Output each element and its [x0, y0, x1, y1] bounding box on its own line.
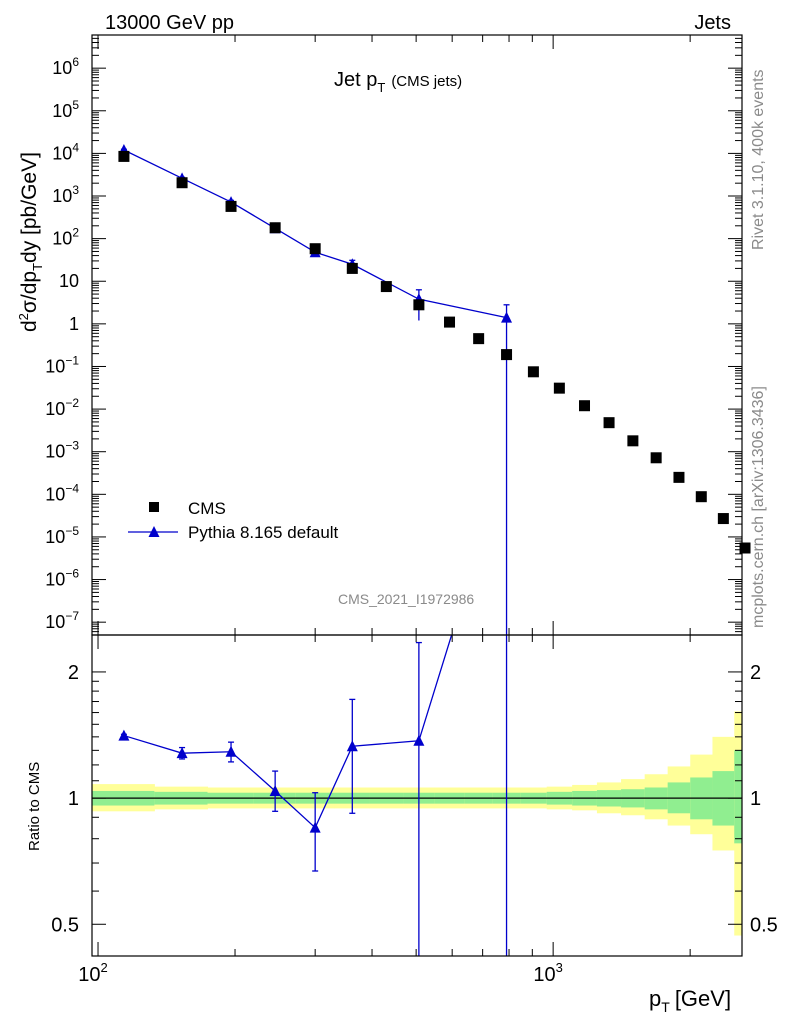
main-ytick-label: 10−4: [45, 481, 79, 504]
pythia-ratio-point: [309, 821, 321, 833]
ratio-frame: 2 2 1 1 0.5 0.5 102 103: [51, 634, 778, 986]
ratio-ylabel: Ratio to CMS: [26, 762, 43, 851]
cms-point: [717, 513, 729, 525]
pythia-ratio-point: [118, 729, 130, 741]
header-energy: 13000 GeV pp: [105, 12, 234, 34]
cms-point: [473, 333, 485, 345]
cms-point: [444, 316, 456, 328]
cms-point: [309, 243, 321, 255]
cms-point: [225, 200, 237, 212]
cms-point: [176, 177, 188, 189]
mcplots-info: mcplots.cern.ch [arXiv:1306.3436]: [750, 386, 767, 628]
main-frame: 10610510410310210110−110−210−310−410−510…: [45, 34, 743, 636]
cms-point: [501, 349, 513, 361]
main-panel: [118, 144, 751, 635]
main-ytick-label: 102: [52, 226, 79, 249]
main-ytick-label: 10: [59, 271, 79, 291]
main-ytick-label: 1: [69, 314, 79, 334]
pythia-ratio-point: [413, 734, 425, 746]
cms-point: [739, 542, 751, 554]
pythia-ratio-point: [225, 745, 237, 757]
cms-point: [413, 299, 425, 311]
ratio-ytick-label-right: 0.5: [750, 914, 778, 936]
rivet-info: Rivet 3.1.10, 400k events: [750, 69, 767, 250]
cms-point: [627, 435, 639, 447]
main-ytick-label: 10−2: [45, 396, 79, 419]
pythia-point: [501, 311, 513, 323]
cms-point: [673, 471, 685, 483]
cms-point: [269, 222, 281, 234]
ratio-ytick-label-right: 1: [750, 788, 761, 810]
ratio-clip-group: [92, 635, 742, 956]
legend-marker-cms: [149, 502, 159, 512]
pythia-ratio-point: [176, 747, 188, 759]
ratio-panel: [92, 635, 742, 956]
header-process: Jets: [694, 12, 731, 34]
legend-label-cms: CMS: [188, 499, 226, 518]
main-ytick-label: 10−1: [45, 353, 79, 376]
legend: CMS Pythia 8.165 default: [128, 499, 339, 542]
xtick-label: 102: [78, 960, 107, 986]
cms-point: [579, 400, 591, 412]
cms-point: [603, 417, 615, 429]
xtick-label: 103: [533, 960, 562, 986]
pythia-ratio-point: [346, 740, 358, 752]
cms-point: [650, 452, 662, 464]
main-axes-frame: [91, 34, 743, 636]
ratio-ytick-label: 1: [68, 788, 79, 810]
pythia-line: [123, 149, 507, 319]
legend-marker-pythia: [148, 526, 160, 537]
pythia-ratio-line: [123, 635, 453, 829]
main-title: Jet pT (CMS jets): [334, 69, 462, 95]
main-ytick-label: 10−7: [45, 609, 79, 632]
ratio-axes-frame: [91, 634, 743, 957]
analysis-id: CMS_2021_I1972986: [338, 591, 474, 607]
main-ytick-label: 104: [52, 140, 79, 163]
pythia-ratio-point: [269, 784, 281, 796]
ratio-band-inner: [734, 750, 742, 844]
ratio-ytick-label: 2: [68, 662, 79, 684]
cms-point: [346, 262, 358, 274]
legend-label-pythia: Pythia 8.165 default: [188, 523, 339, 542]
cms-point: [695, 491, 707, 503]
pythia-main-group: [118, 144, 513, 635]
main-ytick-label: 10−6: [45, 567, 79, 590]
main-ytick-label: 10−5: [45, 524, 79, 547]
main-ylabel: d2σ/dpTdy [pb/GeV]: [16, 152, 45, 332]
ratio-ytick-label: 0.5: [51, 914, 79, 936]
cms-point: [527, 366, 539, 378]
main-ytick-label: 105: [52, 98, 79, 121]
cms-point: [118, 150, 130, 162]
ratio-ytick-label-right: 2: [750, 662, 761, 684]
xaxis-title: pT [GeV]: [649, 986, 731, 1015]
main-ytick-label: 103: [52, 183, 79, 206]
cms-point: [380, 281, 392, 293]
main-ytick-label: 10−3: [45, 439, 79, 462]
cms-point: [553, 382, 565, 394]
main-ytick-label: 106: [52, 55, 79, 78]
